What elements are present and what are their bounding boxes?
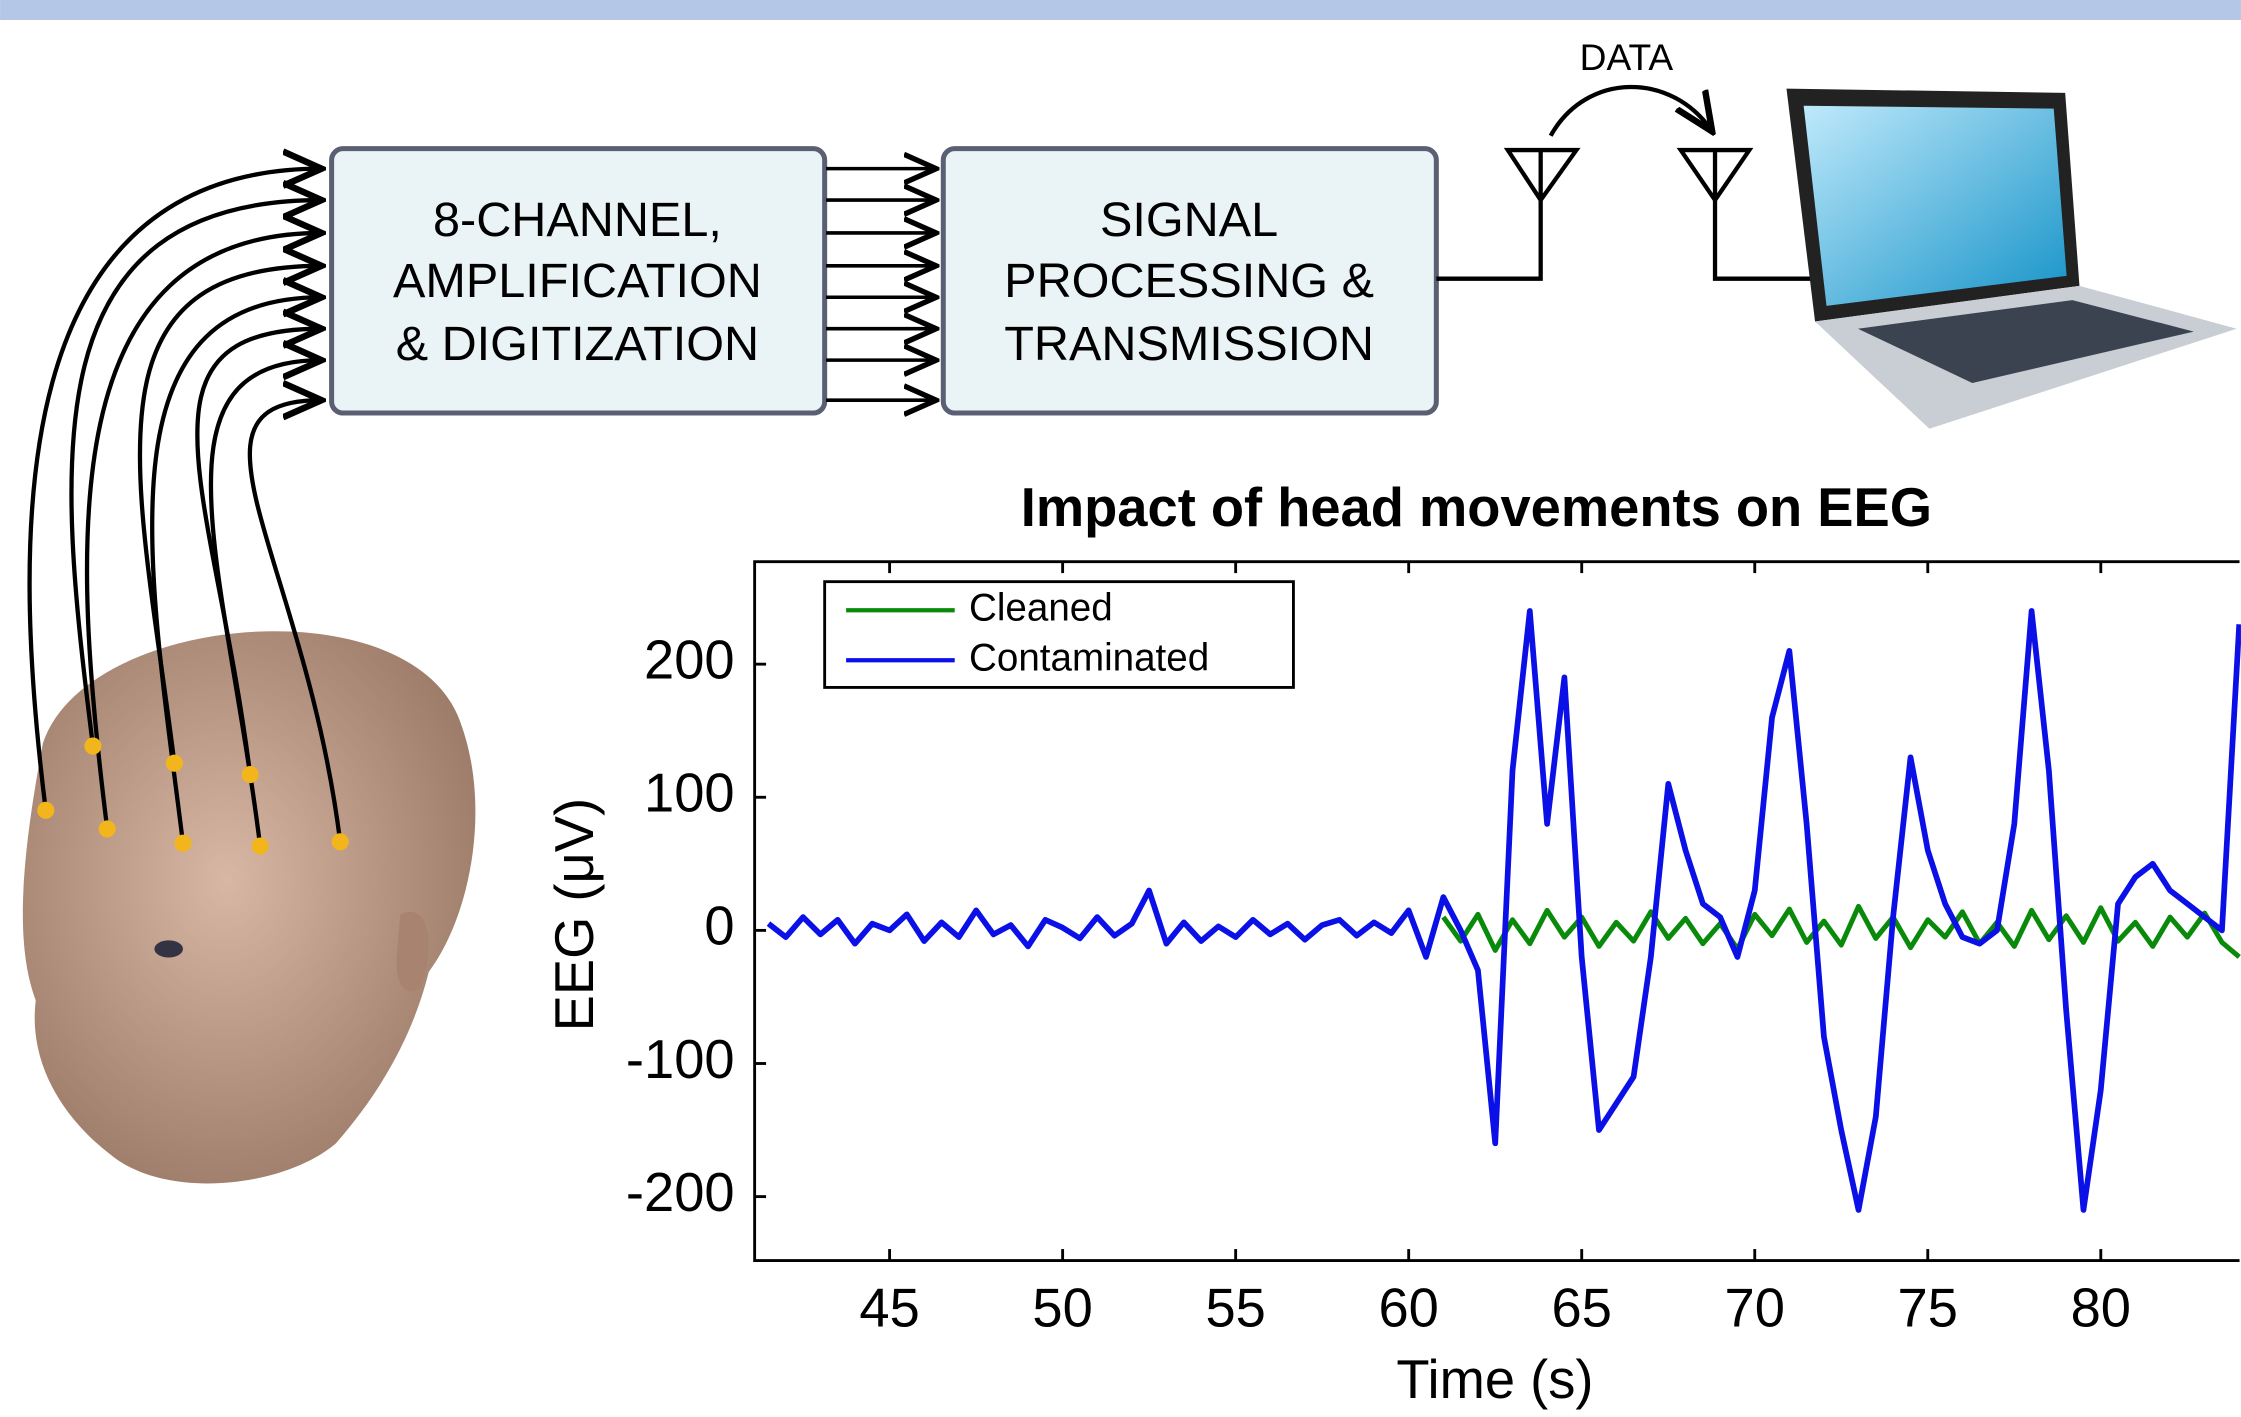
x-tick-label: 65 [1552,1277,1612,1338]
electrode [251,837,269,855]
y-tick-label: 200 [644,629,735,690]
top-band [0,0,2241,21]
y-tick-label: 100 [644,763,735,824]
electrode [331,833,349,851]
block-text: TRANSMISSION [1004,317,1374,371]
lines [766,608,2241,1213]
wires [27,169,343,847]
x-axis-label: Time (s) [1396,1349,1593,1410]
chart-title: Impact of head movements on EEG [1021,477,1932,538]
y-axis-label: EEG (μV) [544,798,605,1031]
wire [69,200,321,747]
x-tick-label: 75 [1898,1277,1958,1338]
x-tick-label: 60 [1378,1277,1438,1338]
antennas [1436,84,1823,281]
y-tick-label: 0 [704,896,734,957]
wire [208,360,322,847]
electrode [98,820,116,838]
wire [150,297,321,844]
link-label: DATA [1580,36,1674,78]
x-tick-label: 80 [2071,1277,2131,1338]
electrode [37,801,55,819]
legend-label: Cleaned [969,586,1113,629]
block-text: & DIGITIZATION [396,317,759,371]
laptop [1786,88,2237,429]
y-tick-label: -100 [626,1029,735,1090]
legend: Cleaned Contaminated [823,580,1295,689]
x-tick-label: 55 [1205,1277,1265,1338]
acquisition-block [329,146,828,416]
x-tick-label: 70 [1725,1277,1785,1338]
line-series [766,608,2241,1213]
electrode [165,754,183,772]
wire [27,169,322,811]
plot-frame [753,560,2240,1262]
y-tick-label: -200 [626,1162,735,1223]
wire [84,233,322,830]
head [22,631,476,1184]
wire [247,400,343,843]
electrode [241,766,259,784]
channel-arrows [826,169,936,401]
block-text: SIGNAL [1100,193,1278,247]
x-tick-label: 45 [859,1277,919,1338]
block-text: AMPLIFICATION [393,254,762,308]
electrode [84,737,102,755]
legend-label: Contaminated [969,636,1209,679]
block-text: 8-CHANNEL, [433,193,722,247]
line-series [1441,903,2241,959]
block-text: PROCESSING & [1004,254,1374,308]
x-tick-label: 50 [1032,1277,1092,1338]
electrode [174,834,192,852]
